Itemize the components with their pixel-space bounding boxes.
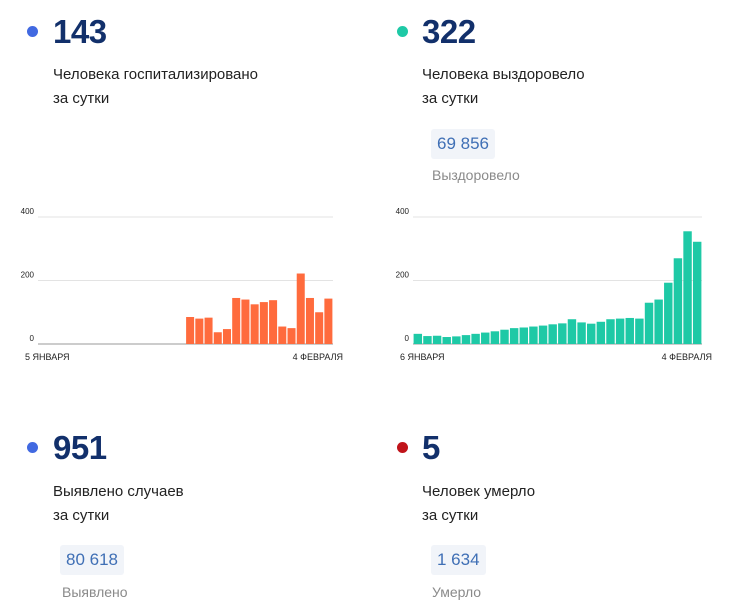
bar (204, 317, 213, 344)
bar (692, 241, 702, 344)
bar (296, 273, 305, 344)
bar (577, 322, 586, 344)
bar (423, 336, 432, 344)
bar (644, 302, 654, 344)
deaths-total: 1 634 (431, 545, 486, 575)
hospitalized-label-line1: Человека госпитализировано (53, 66, 259, 83)
cases-value: 951 (53, 429, 107, 466)
bar (635, 318, 644, 344)
bar (567, 319, 577, 344)
cases-total-label: Выявлено (62, 584, 128, 600)
x-end-label: 4 ФЕВРАЛЯ (293, 352, 343, 362)
cases-dot-icon (27, 442, 38, 453)
bar (452, 336, 461, 344)
bar (324, 298, 333, 344)
deaths-label-line1: Человек умерло (422, 483, 536, 500)
bar (519, 327, 528, 344)
recovered-label-line1: Человека выздоровело (422, 66, 585, 83)
recovered-value: 322 (422, 13, 476, 50)
bar (615, 318, 625, 344)
deaths-label-line2: за сутки (422, 507, 479, 524)
bar (250, 304, 259, 344)
bar (654, 299, 663, 344)
bar (529, 326, 538, 344)
bar (186, 317, 195, 344)
bar (625, 317, 634, 344)
y-tick-label: 400 (21, 207, 35, 216)
y-tick-label: 0 (405, 334, 410, 343)
bar (461, 335, 471, 344)
bar (269, 300, 278, 344)
bar (558, 323, 567, 344)
recovered-dot-icon (397, 26, 408, 37)
bar (509, 328, 519, 344)
x-start-label: 6 ЯНВАРЯ (400, 352, 445, 362)
cases-label-line1: Выявлено случаев (53, 483, 184, 500)
bar (222, 329, 231, 344)
x-end-label: 4 ФЕВРАЛЯ (662, 352, 712, 362)
bar (278, 326, 287, 344)
deaths-dot-icon (397, 442, 408, 453)
hospitalized-chart: 0 200 400 5 ЯНВАРЯ 4 ФЕВРАЛЯ (21, 207, 343, 362)
hospitalized-dot-icon (27, 26, 38, 37)
bar (538, 325, 548, 344)
bar (241, 299, 250, 344)
bar (481, 332, 490, 344)
bar (606, 319, 615, 344)
bar (287, 328, 296, 344)
bar (259, 302, 268, 344)
y-tick-label: 200 (396, 271, 410, 280)
deaths-value: 5 (422, 429, 440, 466)
x-start-label: 5 ЯНВАРЯ (25, 352, 70, 362)
y-tick-label: 0 (30, 334, 35, 343)
bar (548, 324, 557, 344)
bar (442, 337, 451, 344)
bar (471, 333, 480, 344)
recovered-label-line2: за сутки (422, 90, 479, 107)
bar (673, 258, 683, 344)
y-tick-label: 400 (396, 207, 410, 216)
bar (596, 321, 606, 344)
deaths-total-label: Умерло (432, 584, 482, 600)
cases-total: 80 618 (60, 545, 124, 575)
bar (315, 312, 324, 344)
bar (683, 231, 692, 344)
bar (232, 297, 241, 344)
y-tick-label: 200 (21, 271, 35, 280)
bar (490, 331, 500, 344)
recovered-chart: 0 200 400 6 ЯНВАРЯ 4 ФЕВРАЛЯ (396, 207, 712, 362)
hospitalized-label-line2: за сутки (53, 90, 110, 107)
bar (195, 318, 204, 344)
bar (432, 335, 442, 344)
recovered-total-label: Выздоровело (432, 167, 520, 183)
bar (413, 333, 423, 344)
recovered-total: 69 856 (431, 129, 495, 159)
bar (587, 323, 596, 344)
bar (213, 332, 222, 344)
bar (500, 329, 509, 344)
bar (664, 282, 673, 344)
cases-label-line2: за сутки (53, 507, 110, 524)
hospitalized-value: 143 (53, 13, 107, 50)
bar (305, 297, 314, 344)
